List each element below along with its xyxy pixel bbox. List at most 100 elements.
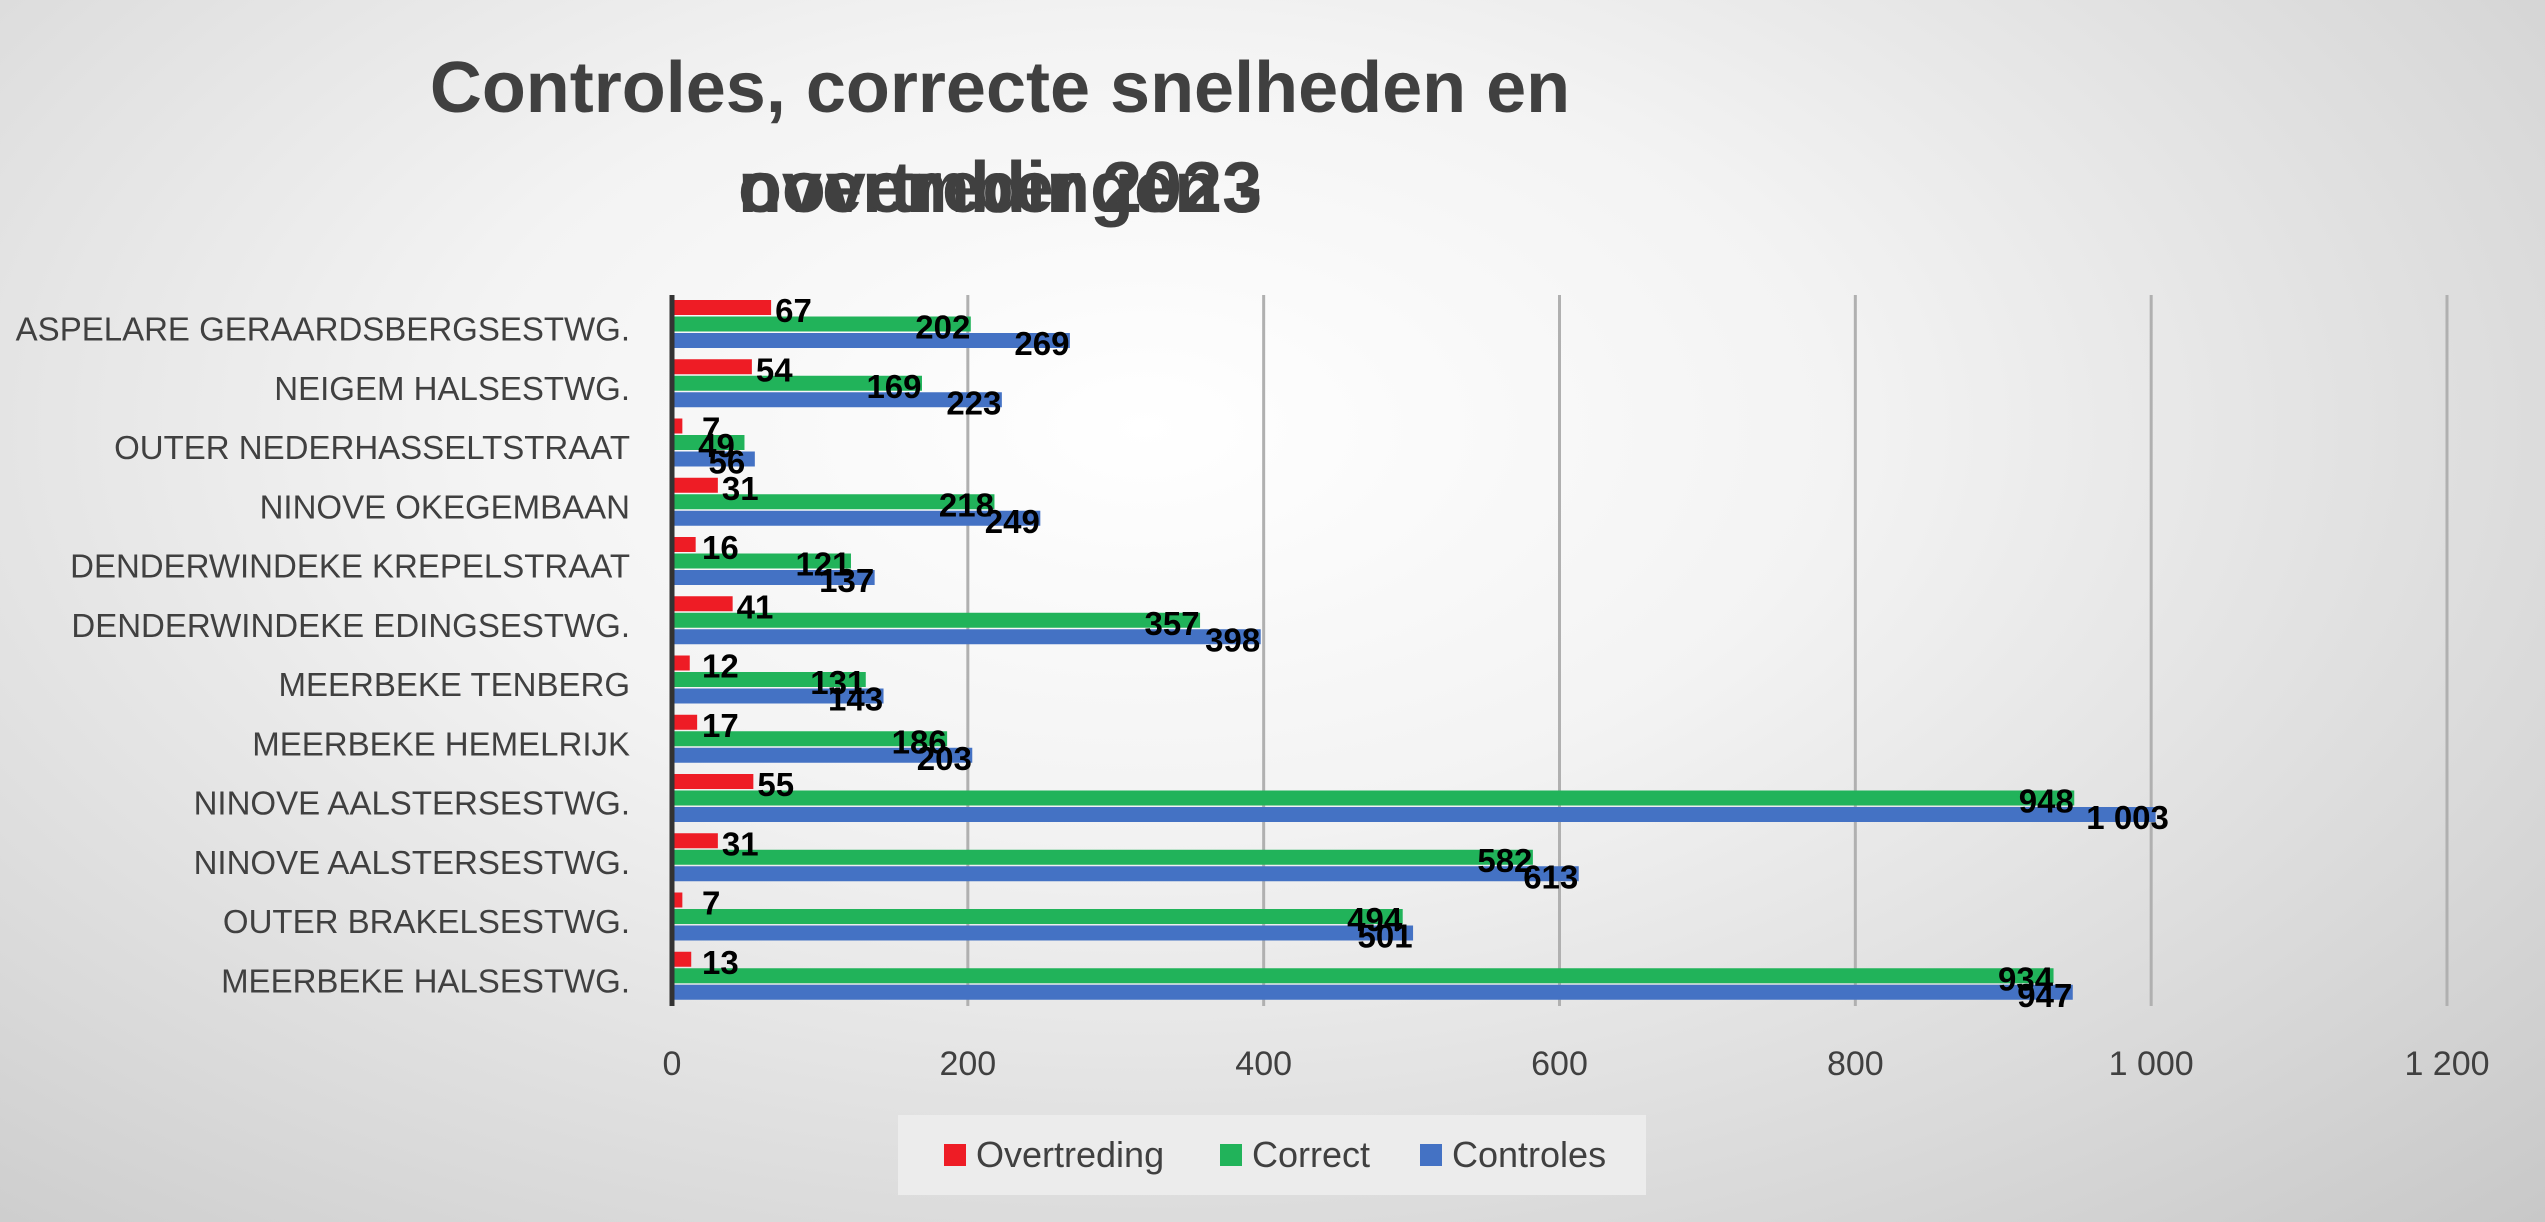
x-tick-label: 400 xyxy=(1235,1045,1292,1083)
bar-correct xyxy=(672,968,2054,984)
bar-controles xyxy=(672,510,1041,526)
category-label: ASPELARE GERAARDSBERGSESTWG. xyxy=(16,311,630,348)
bar-correct xyxy=(672,435,745,450)
category-label: MEERBEKE HALSESTWG. xyxy=(221,962,630,999)
data-label-correct: 202 xyxy=(915,309,970,346)
category-label: OUTER NEDERHASSELTSTRAAT xyxy=(114,429,630,466)
bar-overtreding xyxy=(672,537,696,552)
bar-correct xyxy=(672,494,995,510)
bar-overtreding xyxy=(672,418,683,434)
legend-swatch-overtreding xyxy=(944,1144,966,1166)
legend-item-overtreding[interactable]: Overtreding xyxy=(944,1133,1164,1177)
bar-controles xyxy=(672,866,1579,882)
bar-overtreding xyxy=(672,359,752,375)
data-label-controles: 613 xyxy=(1523,858,1578,895)
data-label-controles: 501 xyxy=(1358,918,1413,955)
bar-controles xyxy=(672,984,2073,1000)
legend-item-correct[interactable]: Correct xyxy=(1220,1133,1370,1177)
bar-overtreding xyxy=(672,714,698,730)
data-label-correct: 121 xyxy=(795,546,850,583)
bar-overtreding xyxy=(672,300,772,315)
data-label-correct: 49 xyxy=(698,427,735,464)
bars xyxy=(672,300,2156,1000)
data-label-controles: 269 xyxy=(1014,325,1069,362)
data-label-controles: 947 xyxy=(2017,977,2072,1014)
bar-controles xyxy=(672,392,1002,408)
bar-overtreding xyxy=(672,655,690,671)
bar-controles xyxy=(672,807,2156,822)
bar-overtreding xyxy=(672,596,733,612)
category-label: NINOVE OKEGEMBAAN xyxy=(260,488,630,525)
category-label: DENDERWINDEKE EDINGSESTWG. xyxy=(71,607,630,644)
data-label-correct: 357 xyxy=(1145,605,1200,642)
legend-swatch-correct xyxy=(1220,1144,1242,1166)
data-label-controles: 1 003 xyxy=(2086,799,2169,836)
data-label-overtreding: 17 xyxy=(702,707,739,744)
data-label-correct: 169 xyxy=(866,368,921,405)
bar-correct xyxy=(672,672,866,687)
bar-correct xyxy=(672,790,2075,806)
legend-label-controles: Controles xyxy=(1452,1134,1607,1175)
data-label-overtreding: 31 xyxy=(722,470,759,507)
category-label: OUTER BRAKELSESTWG. xyxy=(223,903,630,940)
bar-controles xyxy=(672,688,884,704)
bar-correct xyxy=(672,849,1533,865)
bar-correct xyxy=(672,316,971,332)
x-tick-label: 1 200 xyxy=(2404,1045,2489,1083)
legend-item-controles[interactable]: Controles xyxy=(1420,1133,1606,1177)
data-label-overtreding: 55 xyxy=(757,766,794,803)
axes: 0 200 400 600 800 1 000 1 200 ASPELARE GERAARDS… xyxy=(16,295,2490,1083)
data-label-controles: 143 xyxy=(828,681,883,718)
x-tick-label: 0 xyxy=(663,1045,682,1083)
data-label-correct: 582 xyxy=(1477,842,1532,879)
category-label: NINOVE AALSTERSESTWG. xyxy=(194,785,630,822)
category-label: MEERBEKE TENBERG xyxy=(279,666,630,703)
category-label: NINOVE AALSTERSESTWG. xyxy=(194,844,630,881)
bar-overtreding xyxy=(672,892,683,908)
data-label-overtreding: 41 xyxy=(737,588,774,625)
bar-correct xyxy=(672,612,1201,628)
legend-swatch-controles xyxy=(1420,1144,1442,1166)
data-label-controles: 223 xyxy=(946,384,1001,421)
data-label-controles: 203 xyxy=(917,740,972,777)
data-label-correct: 186 xyxy=(892,723,947,760)
category-label: MEERBEKE HEMELRIJK xyxy=(252,725,630,762)
legend-label-correct: Correct xyxy=(1252,1134,1371,1175)
bar-overtreding xyxy=(672,477,718,493)
data-label-correct: 934 xyxy=(1998,960,2054,997)
bar-controles xyxy=(672,333,1070,348)
bar-correct xyxy=(672,731,948,747)
data-label-correct: 131 xyxy=(810,664,865,701)
bar-correct xyxy=(672,909,1403,924)
data-label-overtreding: 12 xyxy=(702,648,739,685)
data-label-overtreding: 31 xyxy=(722,825,759,862)
data-label-overtreding: 7 xyxy=(702,885,720,922)
bar-controles xyxy=(672,451,755,467)
bar-correct xyxy=(672,375,922,391)
chart-title-line-1: Controles, correcte snelheden en overtre… xyxy=(429,48,1571,228)
data-label-controles: 249 xyxy=(985,503,1040,540)
data-label-overtreding: 7 xyxy=(702,411,720,448)
data-label-correct: 218 xyxy=(939,486,994,523)
x-tick-label: 800 xyxy=(1827,1045,1884,1083)
legend-label-overtreding: Overtreding xyxy=(976,1134,1165,1175)
chart-title-line-2: november 2023 xyxy=(737,148,1263,228)
data-label-overtreding: 54 xyxy=(756,351,793,388)
bar-controles xyxy=(672,925,1414,941)
data-label-correct: 948 xyxy=(2019,783,2074,820)
bar-controles xyxy=(672,747,973,763)
data-label-overtreding: 67 xyxy=(775,292,812,329)
legend: Overtreding Correct Controles xyxy=(898,1115,1646,1195)
bar-correct xyxy=(672,553,851,569)
category-label: DENDERWINDEKE KREPELSTRAAT xyxy=(70,548,630,585)
category-label: NEIGEM HALSESTWG. xyxy=(274,370,630,407)
bar-overtreding xyxy=(672,774,754,789)
bar-controles xyxy=(672,570,875,585)
x-tick-label: 200 xyxy=(939,1045,996,1083)
x-tick-label: 600 xyxy=(1531,1045,1588,1083)
x-tick-label: 1 000 xyxy=(2109,1045,2194,1083)
data-label-controles: 398 xyxy=(1205,621,1260,658)
data-label-overtreding: 16 xyxy=(702,529,739,566)
